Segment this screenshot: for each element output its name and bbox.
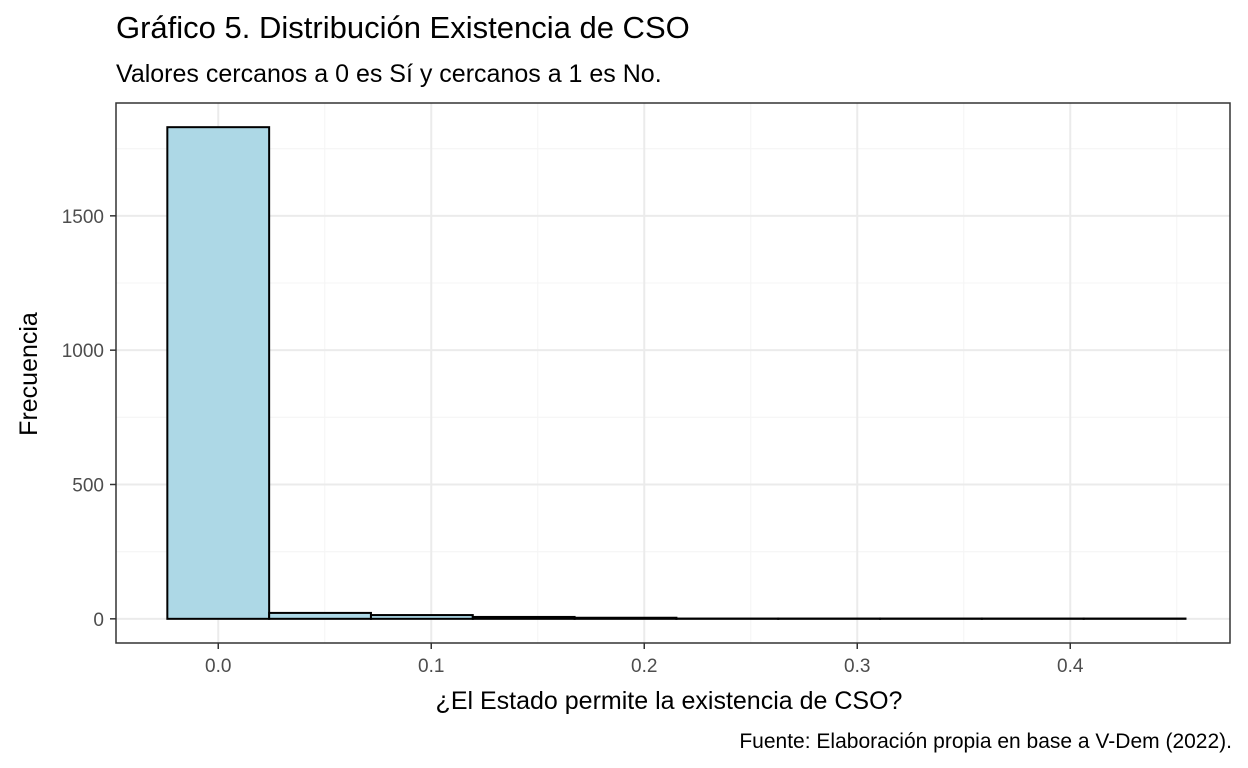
panel-border	[115, 102, 1231, 644]
histogram-bars	[166, 126, 1187, 620]
x-tick-label: 0.1	[418, 656, 444, 677]
chart-caption: Fuente: Elaboración propia en base a V-D…	[739, 730, 1232, 753]
minor-gridlines	[116, 103, 1230, 643]
x-tick-label: 0.0	[205, 656, 231, 677]
x-tick-label: 0.4	[1057, 656, 1084, 677]
y-tick-label: 1000	[62, 341, 104, 362]
x-axis: 0.0 0.1 0.2 0.3 0.4	[205, 643, 1084, 677]
histogram-bar	[471, 615, 576, 620]
y-tick-label: 500	[72, 475, 104, 496]
x-tick-label: 0.2	[631, 656, 657, 677]
y-tick-label: 1500	[62, 207, 104, 228]
histogram-bar	[166, 126, 271, 620]
y-axis: 0 500 1000 1500	[62, 207, 116, 631]
x-axis-title: ¿El Estado permite la existencia de CSO?	[436, 687, 903, 715]
histogram-bar	[573, 616, 678, 620]
x-tick-label: 0.3	[844, 656, 870, 677]
histogram-bar	[268, 611, 372, 620]
major-gridlines	[116, 103, 1230, 643]
y-axis-title: Frecuencia	[15, 312, 43, 436]
y-tick-label: 0	[93, 610, 104, 631]
chart-title: Gráfico 5. Distribución Existencia de CS…	[116, 10, 690, 45]
chart-subtitle: Valores cercanos a 0 es Sí y cercanos a …	[116, 60, 662, 88]
histogram-bar	[369, 614, 474, 620]
